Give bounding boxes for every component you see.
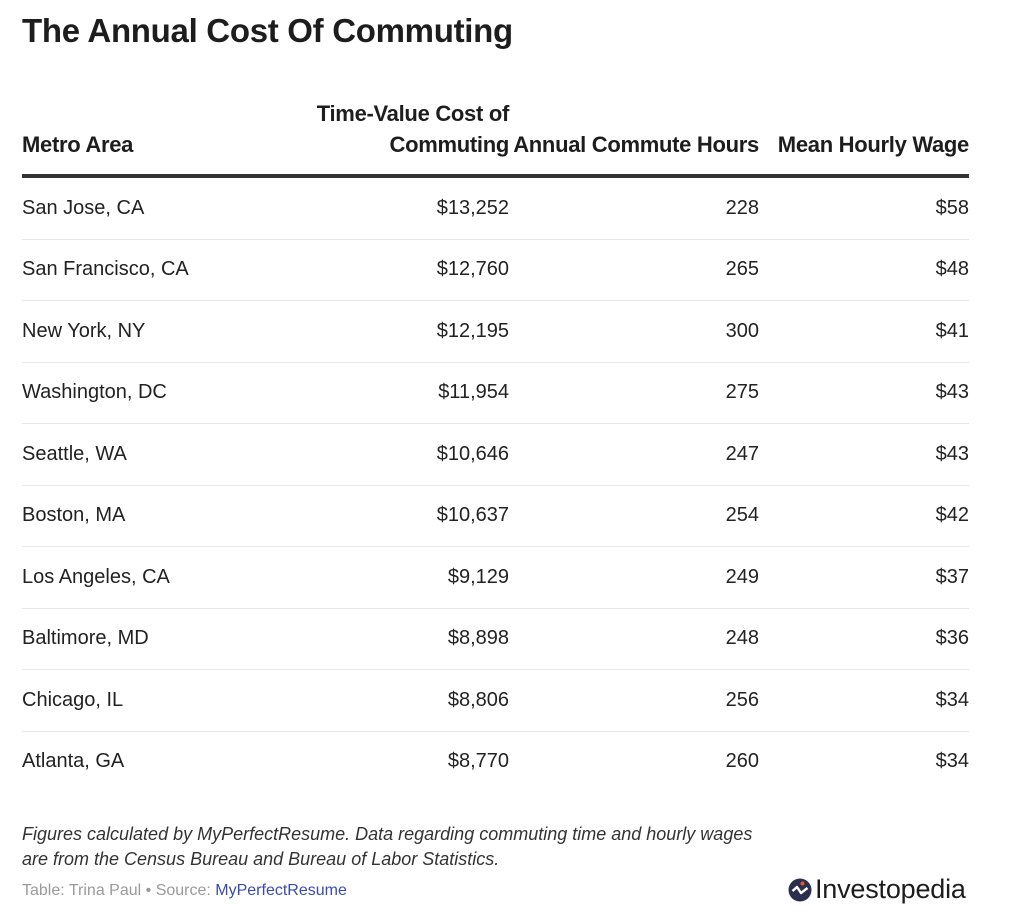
cost-cell: $11,954: [262, 362, 509, 424]
cost-cell: $13,252: [262, 176, 509, 240]
wage-cell: $58: [759, 176, 969, 240]
table-row: San Jose, CA $13,252 228 $58: [22, 176, 969, 240]
hours-cell: 228: [509, 176, 759, 240]
table-row: Boston, MA $10,637 254 $42: [22, 485, 969, 547]
wage-cell: $34: [759, 669, 969, 732]
investopedia-logo-icon: [788, 878, 812, 901]
hours-cell: 265: [509, 239, 759, 301]
wage-cell: $48: [759, 239, 969, 301]
metro-area-cell: Baltimore, MD: [22, 608, 262, 670]
metro-area-cell: San Jose, CA: [22, 176, 262, 240]
cost-cell: $12,760: [262, 239, 509, 301]
column-header: Annual Commute Hours: [509, 98, 759, 178]
metro-area-cell: Chicago, IL: [22, 669, 262, 732]
cost-cell: $8,806: [262, 669, 509, 732]
source-link[interactable]: MyPerfectResume: [215, 882, 347, 899]
cost-cell: $8,770: [447, 750, 509, 773]
cost-cell: $8,898: [262, 608, 509, 670]
table-title: The Annual Cost Of Commuting: [22, 12, 513, 49]
credits: Table: Trina Paul • Source: MyPerfectRes…: [22, 882, 347, 900]
table-author: Table: Trina Paul: [22, 882, 142, 899]
logo-wordmark: Investopedia: [815, 874, 966, 904]
hours-cell: 249: [509, 546, 759, 609]
source-label: Source:: [155, 882, 216, 899]
wage-cell: $41: [759, 300, 969, 363]
wage-cell: $36: [759, 608, 969, 670]
table-row: Washington, DC $11,954 275 $43: [22, 362, 969, 424]
table-notes: Figures calculated by MyPerfectResume. D…: [22, 824, 753, 869]
metro-area-cell: San Francisco, CA: [22, 239, 262, 301]
wage-cell: $43: [759, 423, 969, 486]
cost-cell: $12,195: [262, 300, 509, 363]
wage-cell: $42: [759, 485, 969, 547]
hours-cell: 275: [509, 362, 759, 424]
data-table: Metro Area Time-Value Cost of Commuting …: [22, 98, 969, 792]
wage-cell: $37: [759, 546, 969, 609]
metro-area-cell: Washington, DC: [22, 362, 262, 424]
cost-cell: $9,129: [262, 546, 509, 609]
column-header: Metro Area: [22, 98, 262, 178]
metro-area-cell: New York, NY: [22, 300, 262, 363]
table-row: Atlanta, GA $8,770 260 $34: [22, 731, 969, 792]
hours-cell: 260: [725, 750, 759, 773]
metro-area-cell: Atlanta, GA: [22, 750, 125, 773]
table-row: Los Angeles, CA $9,129 249 $37: [22, 546, 969, 609]
investopedia-logo: Investopedia: [788, 874, 966, 905]
hours-cell: 254: [509, 485, 759, 547]
column-header: Time-Value Cost of Commuting: [262, 98, 509, 178]
table-row: Seattle, WA $10,646 247 $43: [22, 423, 969, 486]
cost-cell: $10,637: [262, 485, 509, 547]
table-row: San Francisco, CA $12,760 265 $48: [22, 239, 969, 301]
cost-cell: $10,646: [262, 423, 509, 486]
table-row: Chicago, IL $8,806 256 $34: [22, 669, 969, 732]
table-row: New York, NY $12,195 300 $41: [22, 300, 969, 363]
metro-area-cell: Boston, MA: [22, 485, 262, 547]
hours-cell: 256: [509, 669, 759, 732]
header-row: Metro Area Time-Value Cost of Commuting …: [22, 98, 969, 178]
hours-cell: 248: [509, 608, 759, 670]
wage-cell: $34: [935, 750, 969, 773]
hours-cell: 300: [509, 300, 759, 363]
column-header: Mean Hourly Wage: [759, 98, 969, 178]
separator: •: [141, 882, 156, 899]
hours-cell: 247: [509, 423, 759, 486]
metro-area-cell: Los Angeles, CA: [22, 546, 262, 609]
wage-cell: $43: [759, 362, 969, 424]
metro-area-cell: Seattle, WA: [22, 423, 262, 486]
table-row: Baltimore, MD $8,898 248 $36: [22, 608, 969, 670]
